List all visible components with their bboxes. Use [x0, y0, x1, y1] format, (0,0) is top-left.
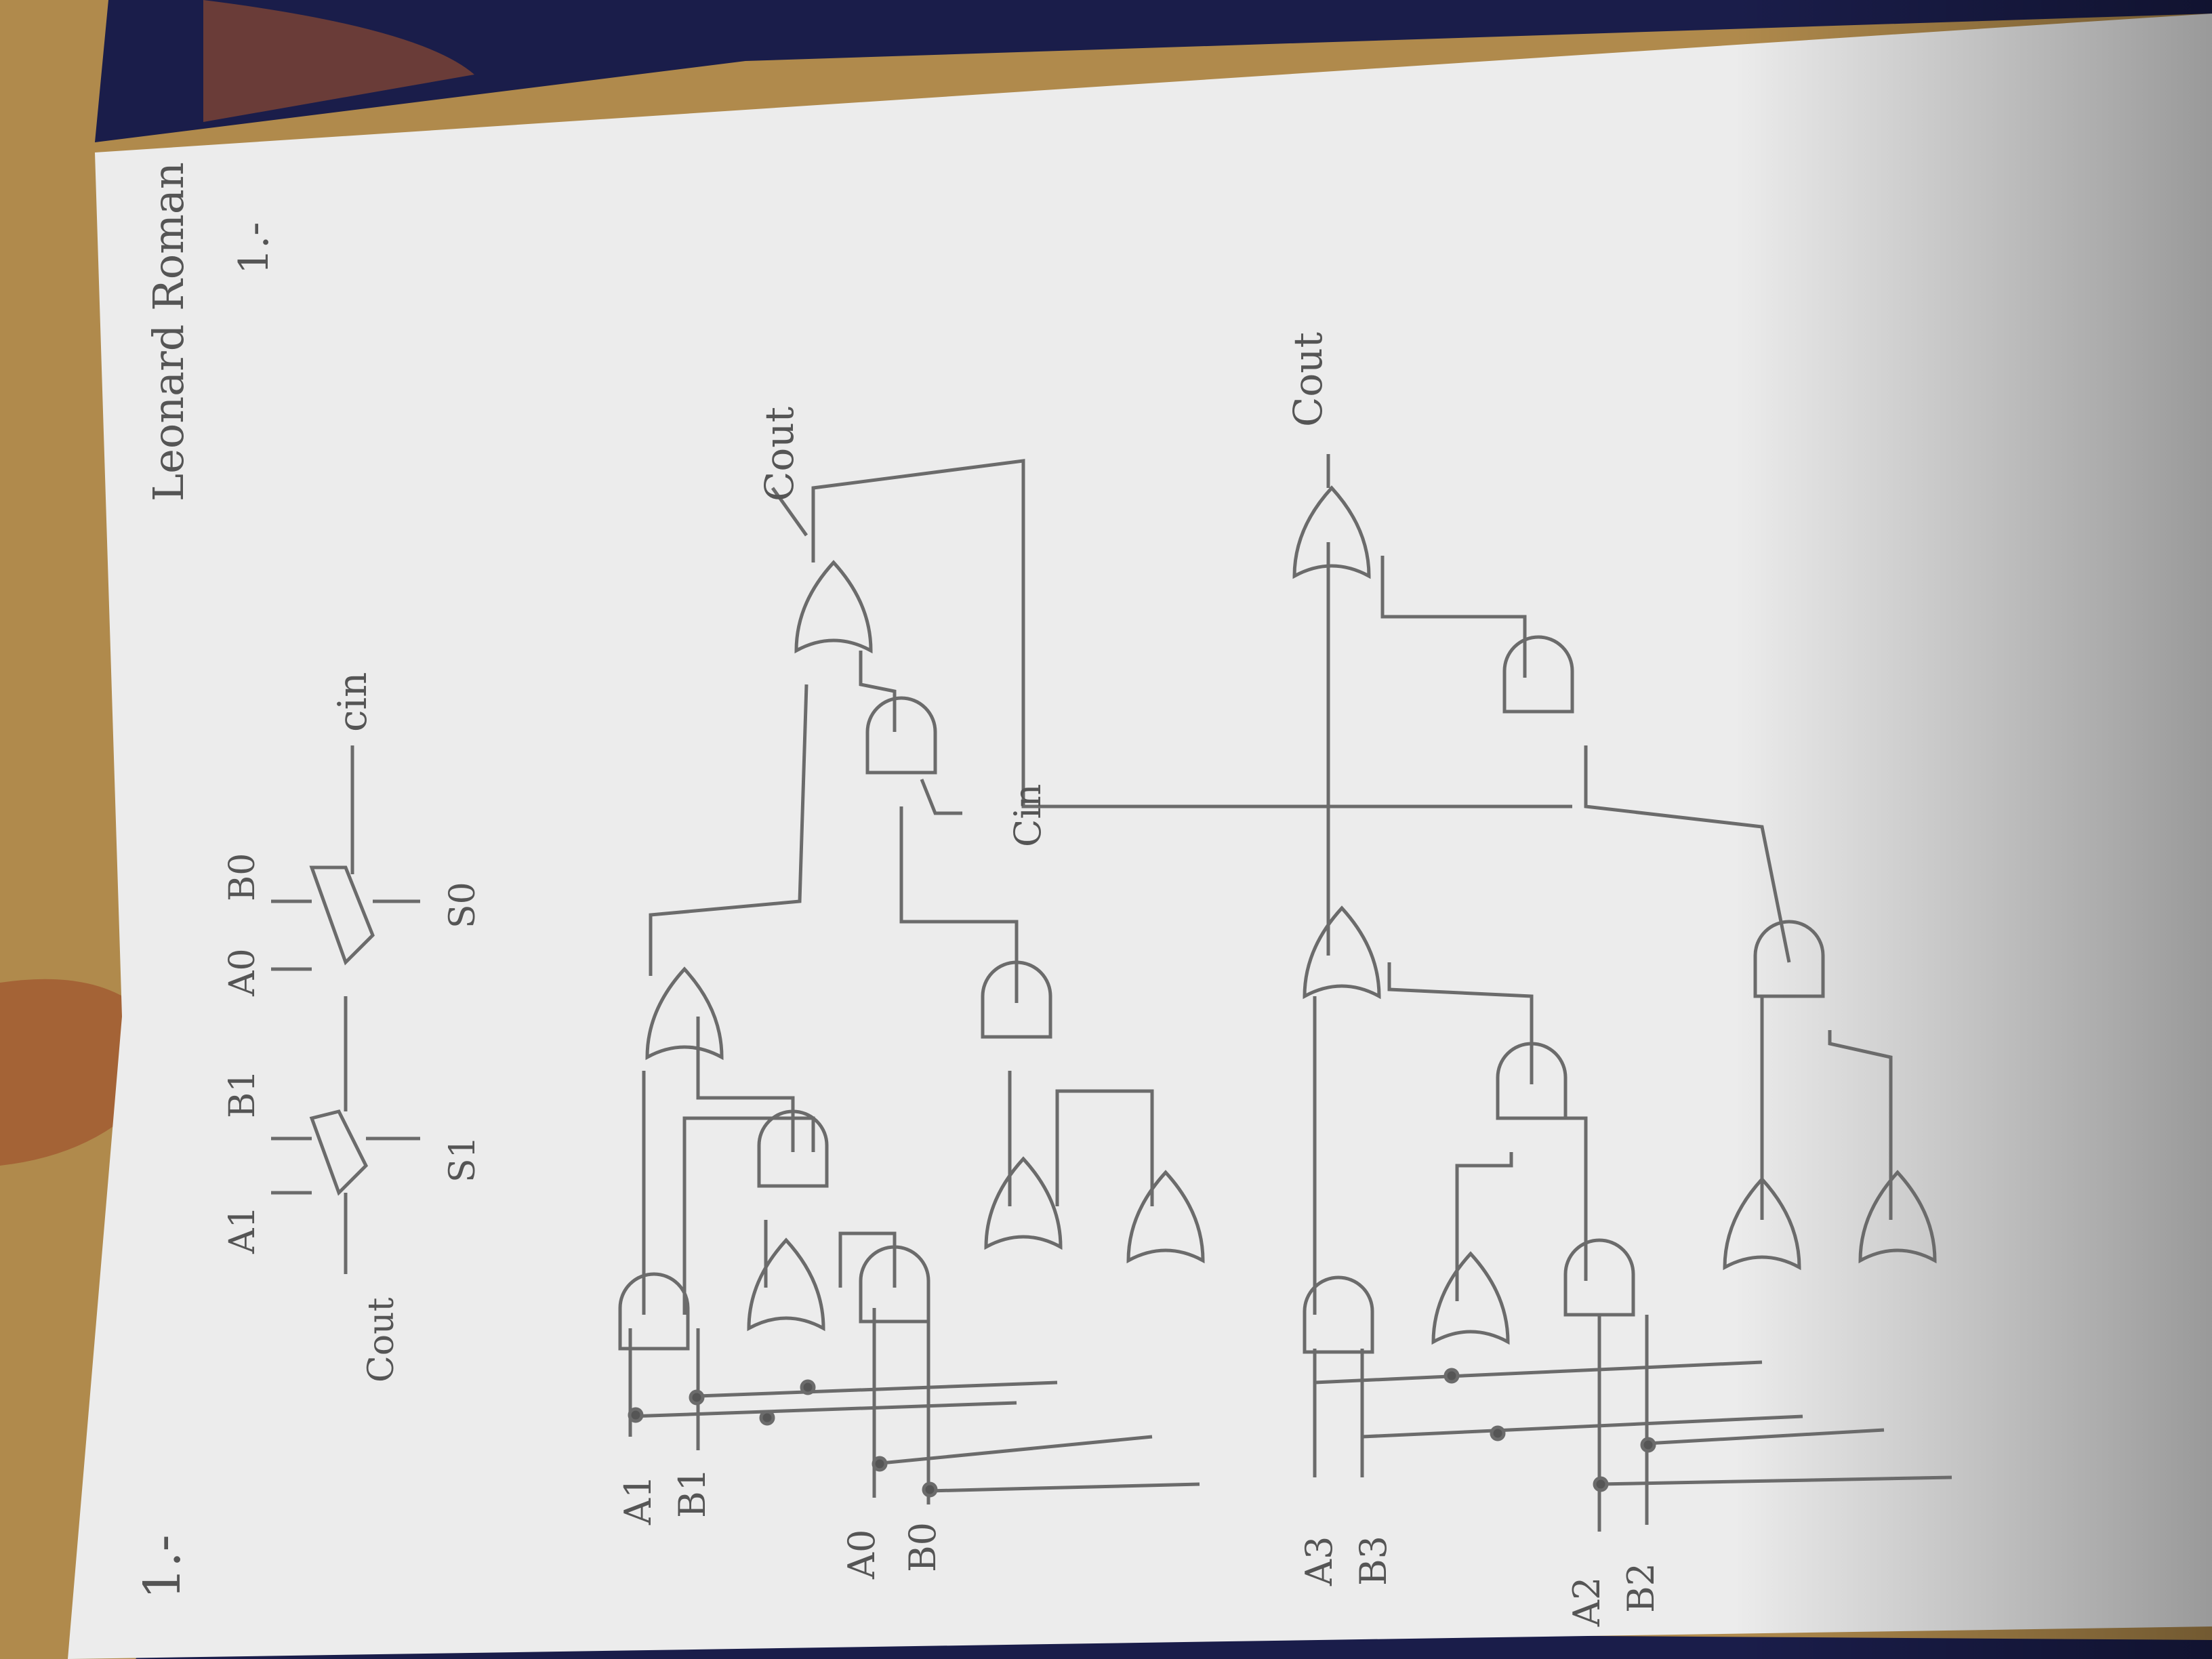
input-label-a3: A3 [1298, 1536, 1340, 1586]
adder-cell-0 [309, 865, 375, 966]
input-label-a1: A1 [617, 1475, 659, 1525]
wire [1828, 1030, 1893, 1220]
label-s0: S0 [443, 882, 483, 928]
header: Leonard Roman 1.- 1.- [134, 162, 278, 1599]
wire [1455, 1152, 1513, 1301]
wire [899, 806, 1019, 1003]
block-labels: A1 B1 A0 B0 S1 S0 cin Cout [222, 672, 483, 1382]
rail-6 [1361, 1414, 1803, 1439]
author-name: Leonard Roman [144, 162, 193, 501]
label-cout: Cout [361, 1297, 402, 1382]
input-label-a0: A0 [840, 1530, 883, 1580]
wire [859, 651, 897, 732]
rail-7 [1599, 1475, 1952, 1486]
wire [1380, 556, 1527, 678]
circuit-upper [620, 459, 1203, 1504]
rail-3 [874, 1435, 1153, 1466]
rail-2 [697, 1380, 1058, 1398]
label-a1: A1 [222, 1206, 263, 1254]
adder-cell-1 [309, 1109, 369, 1196]
input-label-a2: A2 [1565, 1577, 1608, 1627]
wire [1559, 1116, 1588, 1281]
label-cin: cin [329, 672, 375, 732]
wire [838, 1231, 897, 1288]
label-a0: A0 [222, 948, 263, 997]
junction [689, 1389, 705, 1406]
wire [649, 684, 808, 976]
wire [920, 779, 962, 815]
lower-labels: A3 B3 A2 B2 Cout [1285, 332, 1662, 1627]
junction [628, 1407, 644, 1423]
label-b0: B0 [222, 853, 263, 901]
rail-5 [1314, 1360, 1763, 1385]
junction [759, 1410, 775, 1426]
block-diagram [271, 745, 420, 1274]
junction [872, 1456, 888, 1472]
paper-shadow [1017, 0, 2212, 1659]
upper-labels: A1 B1 A0 B0 Cin Cout [617, 407, 1049, 1580]
problem-number: 1.- [134, 1534, 192, 1599]
cout-label-upper: Cout [756, 407, 802, 501]
rail-4 [928, 1482, 1200, 1493]
junction [922, 1481, 938, 1498]
junction [800, 1379, 816, 1395]
cout-label-lower: Cout [1285, 332, 1331, 427]
junction [1593, 1476, 1609, 1492]
input-label-b2: B2 [1620, 1563, 1662, 1613]
label-b1: B1 [222, 1070, 263, 1118]
wire [771, 487, 808, 537]
wire [696, 1017, 795, 1152]
page-mark: 1.- [230, 222, 278, 274]
rail-8 [1646, 1428, 1885, 1446]
cin-label: Cin [1006, 784, 1049, 847]
input-label-b1: B1 [671, 1468, 714, 1518]
junction [1490, 1425, 1506, 1441]
blue-cloth-top [95, 0, 2212, 142]
wire [1584, 745, 1791, 963]
junction [1443, 1368, 1460, 1384]
wire [1387, 962, 1534, 1084]
input-label-b3: B3 [1352, 1536, 1395, 1586]
rail-1 [630, 1401, 1017, 1418]
junction [1640, 1437, 1656, 1453]
circuit-lower [1091, 454, 1952, 1532]
label-s1: S1 [443, 1136, 483, 1183]
input-label-b0: B0 [901, 1522, 944, 1572]
wire [1055, 1089, 1154, 1206]
wire [682, 1116, 815, 1315]
wire [811, 459, 1091, 808]
flower-decoration-top [203, 0, 474, 122]
